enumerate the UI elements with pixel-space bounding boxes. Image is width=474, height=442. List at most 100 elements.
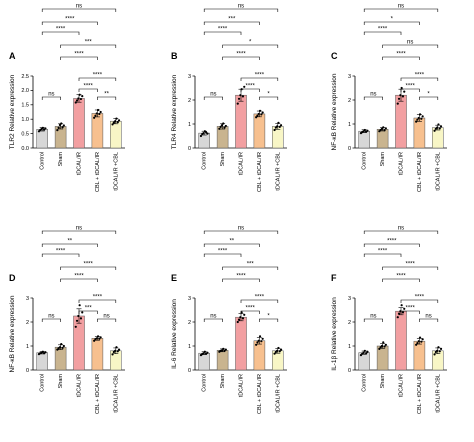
data-point	[93, 339, 96, 342]
data-point	[279, 348, 283, 351]
significance-bracket	[363, 318, 383, 322]
data-point	[382, 126, 385, 129]
significance-bracket	[41, 21, 98, 25]
bar-cbl-tdcal-ir	[253, 113, 266, 149]
data-point	[261, 111, 264, 114]
x-category-label: CBL + tDCAL/IR	[95, 152, 101, 192]
x-category-label: Control	[40, 374, 46, 392]
significance-bracket	[419, 318, 439, 322]
significance-bracket	[222, 44, 279, 48]
significance-label: ****	[406, 306, 416, 312]
significance-bracket	[363, 96, 383, 100]
data-point	[237, 318, 241, 321]
y-tick-label: 0.5	[21, 131, 29, 137]
y-tick-label: 2	[26, 320, 29, 326]
significance-label: ****	[93, 73, 103, 79]
x-category-label: CBL + tDCAL/IR	[417, 152, 423, 192]
panel-b: B TLR4 Relative expression 0 1 2 3 Control Sham…	[171, 4, 287, 192]
x-category-label: Sham	[220, 152, 226, 167]
data-point	[236, 102, 239, 105]
y-tick-label: 2	[348, 98, 351, 104]
data-point	[79, 97, 83, 101]
significance-bracket	[203, 318, 223, 322]
data-point	[239, 316, 242, 319]
significance-label: ns	[48, 314, 54, 320]
significance-label: ****	[74, 274, 84, 280]
y-tick-label: 2.0	[21, 88, 29, 94]
data-point	[397, 312, 401, 315]
y-axis-label: NF-κB Relative expression	[9, 295, 16, 372]
data-point	[74, 101, 77, 104]
significance-label: ****	[84, 84, 94, 90]
significance-label: ****	[396, 52, 406, 58]
significance-label: *	[391, 17, 394, 23]
x-category-label: tDCAL/IR	[239, 152, 245, 175]
significance-bracket	[41, 8, 117, 12]
data-point	[222, 122, 225, 125]
data-point	[400, 86, 403, 90]
data-point	[421, 115, 424, 118]
data-point	[416, 342, 419, 345]
significance-label: **	[67, 239, 72, 245]
data-point	[260, 113, 263, 116]
data-point	[420, 340, 423, 343]
data-point	[115, 346, 118, 349]
significance-label: *	[267, 92, 270, 98]
y-tick-label: 3	[348, 296, 351, 302]
significance-bracket	[382, 44, 439, 48]
x-category-label: tDCAL/IR +CBL	[275, 374, 281, 413]
data-point	[236, 320, 239, 324]
significance-bracket	[203, 96, 223, 100]
data-point	[403, 90, 406, 93]
significance-bracket	[363, 8, 439, 12]
significance-bracket	[363, 253, 402, 257]
x-category-label: CBL + tDCAL/IR	[257, 374, 263, 414]
significance-label: ns	[103, 314, 109, 320]
data-point	[99, 110, 102, 114]
significance-label: ****	[218, 27, 228, 33]
y-tick-label: 2	[188, 98, 191, 104]
x-category-label: CBL + tDCAL/IR	[95, 374, 101, 414]
y-axis-label: TLR2 Relative expression	[9, 74, 16, 149]
data-point	[418, 113, 422, 116]
significance-bracket	[240, 299, 279, 303]
data-point	[401, 311, 405, 314]
y-tick-label: 2	[188, 320, 191, 326]
panel-e: E IL-6 Relative expression 0 1 2 3 Control Sham…	[171, 226, 287, 414]
significance-bracket	[78, 77, 117, 81]
significance-label: ns	[210, 314, 216, 320]
y-axis-label: IL-1β Relative expression	[331, 297, 338, 371]
y-tick-label: 0	[26, 368, 29, 374]
data-point	[77, 314, 80, 318]
data-point	[278, 350, 281, 353]
significance-label: ****	[406, 84, 416, 90]
significance-bracket	[419, 96, 439, 100]
bar-tdcal-ir	[395, 310, 407, 371]
significance-bracket	[400, 299, 439, 303]
significance-label: ns	[238, 4, 244, 10]
significance-bracket	[240, 310, 260, 314]
data-point	[98, 337, 101, 340]
significance-bracket	[203, 253, 242, 257]
significance-bracket	[240, 88, 260, 92]
x-category-label: Sham	[58, 374, 64, 389]
bar-cbl-tdcal-ir	[91, 338, 104, 371]
data-point	[224, 348, 227, 351]
y-tick-label: 1.5	[21, 103, 29, 109]
significance-label: ****	[406, 262, 416, 268]
significance-bracket	[97, 96, 117, 100]
data-point	[114, 349, 117, 352]
data-point	[363, 349, 366, 352]
data-point	[366, 129, 369, 132]
data-point	[220, 124, 224, 127]
data-point	[60, 342, 63, 346]
data-point	[60, 122, 63, 125]
x-category-label: tDCAL/IR +CBL	[113, 374, 119, 413]
data-point	[439, 347, 443, 350]
significance-bracket	[60, 278, 98, 282]
data-point	[433, 353, 436, 356]
bar-tdcal-ir	[73, 98, 85, 149]
x-category-label: tDCAL/IR	[399, 374, 405, 397]
data-point	[437, 346, 440, 349]
y-tick-label: 1	[348, 344, 351, 350]
